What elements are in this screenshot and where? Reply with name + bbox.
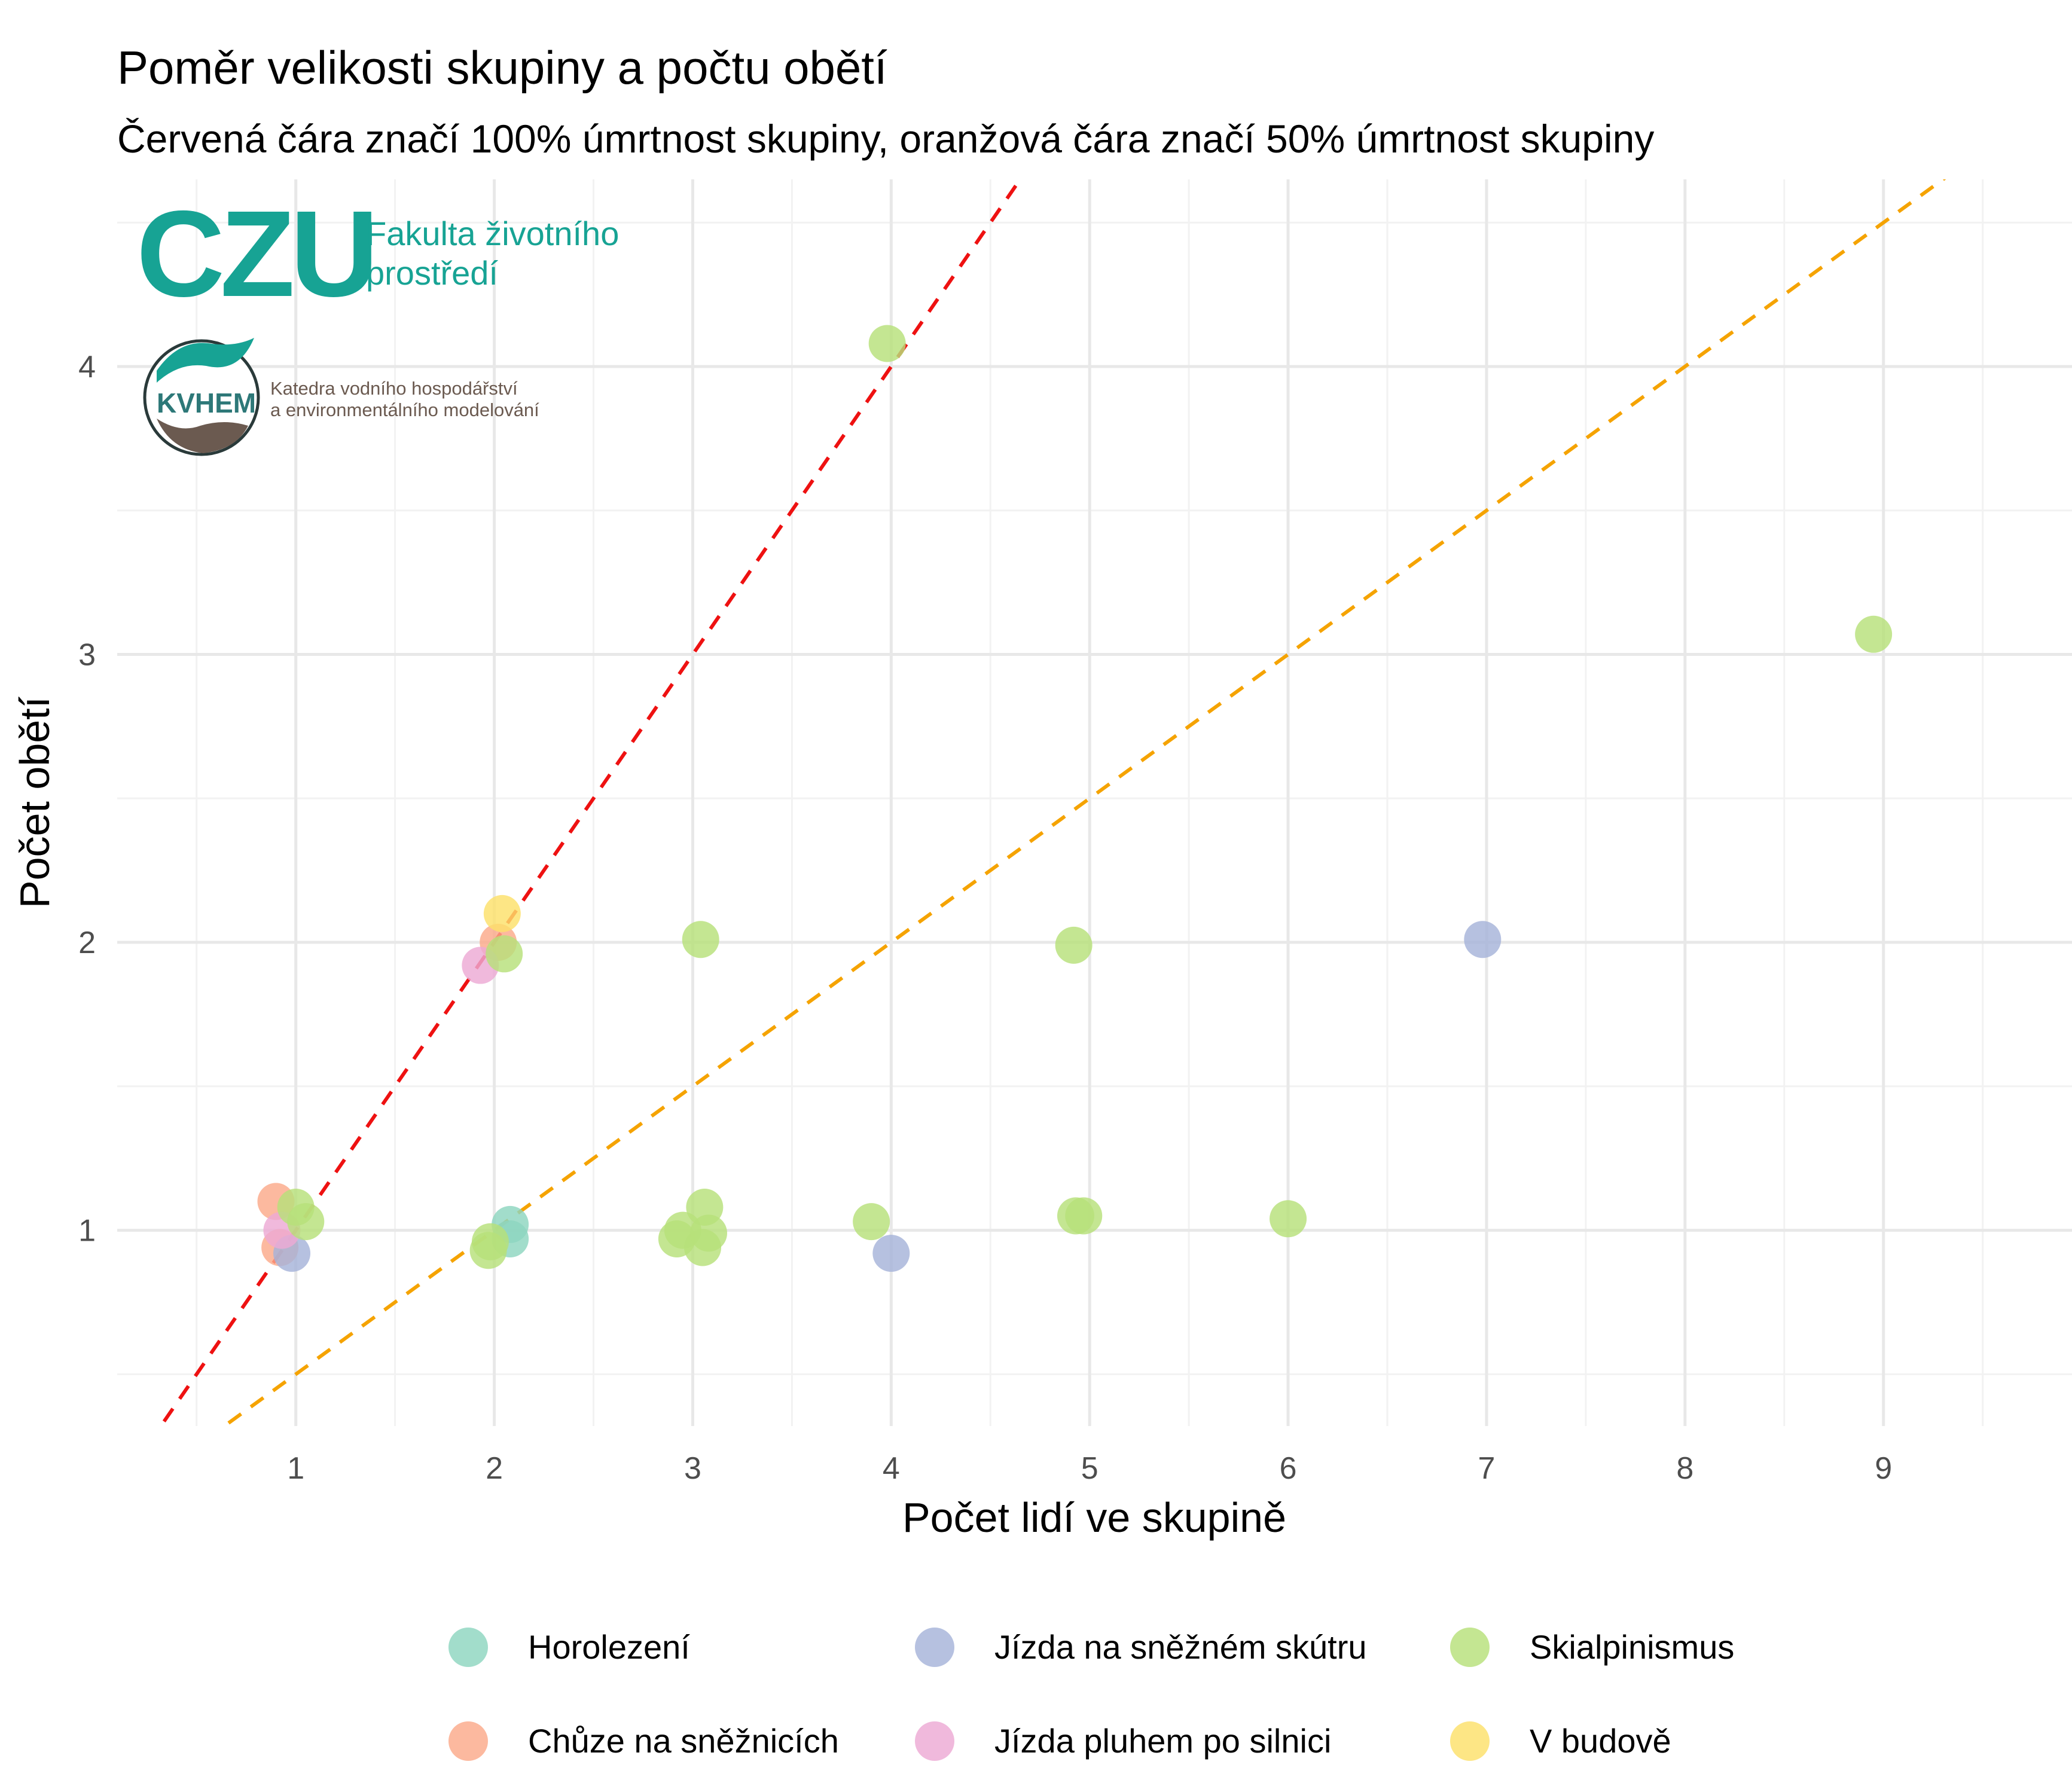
kvhem-wave-icon [157,338,254,383]
data-point-s4-10 [682,921,719,958]
data-point-s4-9 [686,1189,724,1226]
y-tick-label-2: 2 [78,926,96,960]
legend-label-1: Chůze na sněžnicích [528,1722,839,1760]
chart-title: Poměr velikosti skupiny a počtu obětí [117,41,887,94]
data-point-s4-15 [1065,1197,1103,1235]
data-point-s4-1 [287,1203,325,1241]
x-tick-label-4: 4 [883,1451,900,1486]
legend-label-0: Horolezení [528,1628,690,1666]
czu-logo: CZU Fakulta životního prostředí [136,185,619,322]
data-point-s4-12 [868,325,906,362]
kvhem-logo: KVHEM Katedra vodního hospodářství a env… [143,338,539,456]
kvhem-department-line-1: Katedra vodního hospodářství [270,378,518,399]
legend-marker-2 [915,1628,954,1667]
kvhem-soil-icon [157,419,248,453]
data-point-s5-0 [483,894,521,932]
data-point-s4-13 [1055,926,1093,964]
legend-marker-3 [915,1721,954,1761]
czu-faculty-line-1: Fakulta životního [366,215,619,252]
legend-marker-1 [448,1721,488,1761]
y-tick-labels: 1 2 3 4 [78,350,96,1248]
x-tick-label-8: 8 [1676,1451,1693,1486]
data-point-s4-16 [1270,1200,1307,1238]
x-axis-label: Počet lidí ve skupině [902,1494,1286,1541]
legend-marker-0 [448,1628,488,1667]
x-tick-label-5: 5 [1081,1451,1098,1486]
x-tick-labels: 1 2 3 4 5 6 7 8 9 [287,1451,1892,1486]
y-axis-label: Počet obětí [11,696,58,908]
grid-major [117,179,2072,1426]
chart-subtitle: Červená čára značí 100% úmrtnost skupiny… [117,117,1654,161]
x-tick-label-3: 3 [684,1451,701,1486]
data-point-s4-4 [486,935,523,973]
data-point-s4-11 [853,1203,890,1241]
legend-label-4: Skialpinismus [1530,1628,1734,1666]
y-tick-label-1: 1 [78,1214,96,1248]
data-point-s2-2 [1464,921,1502,958]
legend-label-2: Jízda na sněžném skútru [994,1628,1367,1666]
grid-minor [117,179,2072,1426]
data-point-s2-1 [872,1235,910,1272]
x-tick-label-9: 9 [1875,1451,1892,1486]
czu-logo-mark: CZU [136,185,374,322]
y-tick-label-3: 3 [78,638,96,673]
legend-marker-5 [1450,1721,1490,1761]
x-tick-label-1: 1 [287,1451,304,1486]
data-points [257,325,1893,1272]
y-tick-label-4: 4 [78,350,96,384]
kvhem-mark: KVHEM [157,387,256,419]
logos: CZU Fakulta životního prostředí KVHEM Ka… [136,185,619,456]
data-point-s4-3 [469,1232,507,1269]
data-point-s4-17 [1855,615,1893,653]
x-tick-label-2: 2 [486,1451,503,1486]
czu-faculty-line-2: prostředí [366,254,498,292]
legend-marker-4 [1450,1628,1490,1667]
legend-label-3: Jízda pluhem po silnici [994,1722,1331,1760]
x-tick-label-6: 6 [1280,1451,1297,1486]
legend-label-5: V budově [1530,1722,1671,1760]
legend: Horolezení Chůze na sněžnicích Jízda na sn… [448,1628,1734,1761]
reference-lines [158,179,1946,1426]
x-tick-label-7: 7 [1478,1451,1495,1486]
reference-line-2 [221,179,1946,1426]
kvhem-department-line-2: a environmentálního modelování [270,399,539,420]
